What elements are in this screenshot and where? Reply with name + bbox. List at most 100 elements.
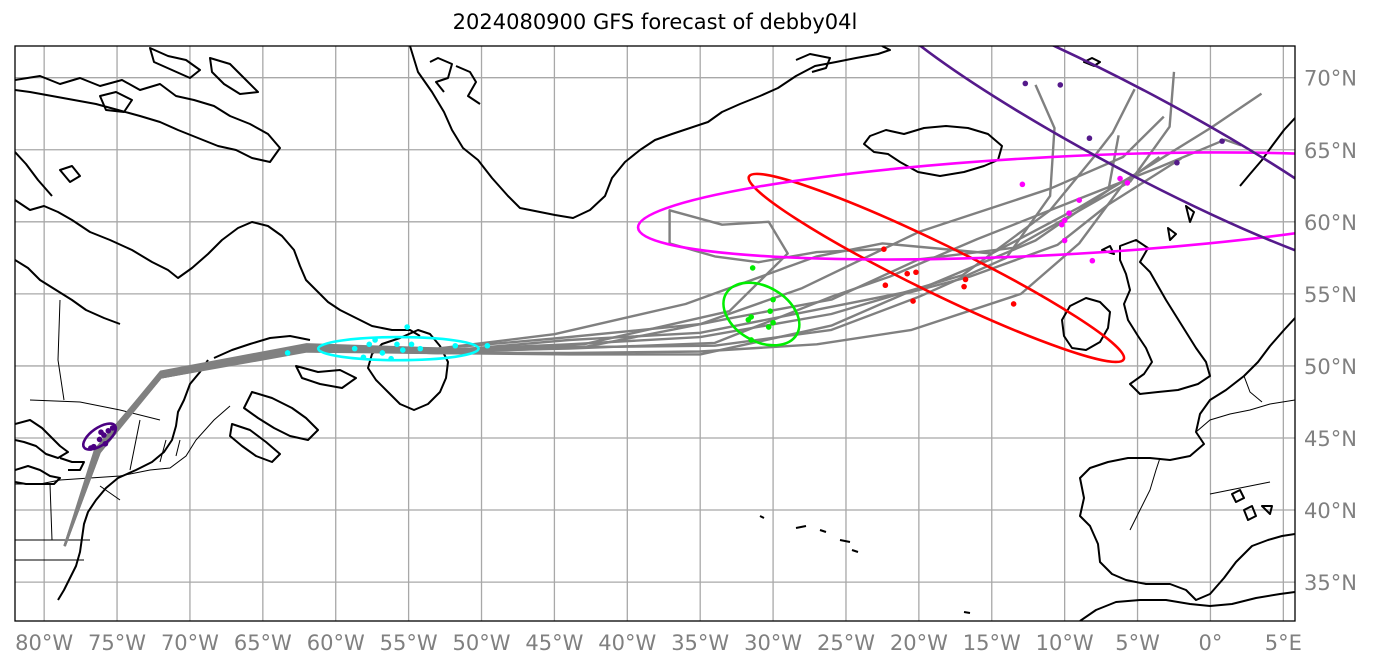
longitude-tick-label: 45°W: [525, 631, 583, 655]
forecast-point: [1022, 80, 1029, 87]
probability-ellipse: [722, 281, 801, 347]
us-east-coastline: [57, 359, 209, 601]
forecast-point: [1174, 159, 1180, 166]
forecast-track-line: [63, 157, 1182, 547]
us-canada-border: [15, 405, 231, 485]
forecast-point: [399, 347, 406, 353]
forecast-point: [417, 345, 424, 352]
forecast-point: [1086, 135, 1093, 142]
iceland-coastline: [863, 125, 1003, 177]
longitude-tick-label: 5°E: [1265, 631, 1302, 655]
forecast-point: [394, 341, 400, 348]
longitude-tick-label: 60°W: [307, 631, 365, 655]
forecast-point: [1066, 210, 1072, 216]
map-title: 2024080900 GFS forecast of debby04l: [452, 10, 858, 34]
longitude-tick-label: 55°W: [380, 631, 438, 655]
st-lawrence-coastline: [213, 335, 311, 359]
latitude-tick-label: 50°N: [1304, 355, 1357, 379]
longitude-tick-label: 35°W: [671, 631, 729, 655]
forecast-point: [408, 341, 415, 348]
forecast-point: [372, 337, 378, 343]
forecast-point: [379, 350, 386, 356]
maritimes-coastline: [229, 365, 357, 463]
baffin-island-coastline: [15, 75, 281, 163]
forecast-point: [105, 427, 112, 434]
forecast-point: [910, 298, 916, 304]
latitude-tick-label: 45°N: [1304, 427, 1357, 451]
state-borders: [15, 299, 181, 561]
longitude-tick-label: 40°W: [598, 631, 656, 655]
forecast-point: [1019, 181, 1026, 188]
longitude-tick-label: 65°W: [234, 631, 292, 655]
azores-coastline: [759, 515, 859, 553]
labrador-coastline: [15, 199, 421, 337]
latitude-tick-label: 60°N: [1304, 211, 1357, 235]
forecast-point: [767, 308, 773, 314]
forecast-point: [770, 319, 776, 326]
forecast-point: [102, 440, 109, 447]
forecast-point: [904, 270, 911, 277]
newfoundland-coastline: [367, 329, 449, 411]
forecast-point: [913, 269, 919, 276]
forecast-point: [452, 342, 459, 349]
forecast-point: [1058, 221, 1065, 228]
continental-europe-coastline: [1079, 317, 1295, 601]
forecast-point: [366, 341, 373, 348]
forecast-point: [1061, 217, 1068, 224]
latitude-tick-label: 65°N: [1304, 139, 1357, 163]
longitude-tick-label: 75°W: [88, 631, 146, 655]
greenland-fjord-coast: [429, 53, 831, 105]
scottish-islands-coastline: [1083, 57, 1195, 255]
forecast-point: [284, 350, 291, 356]
latitude-tick-label: 35°N: [1304, 571, 1357, 595]
probability-ellipse: [316, 335, 480, 362]
longitude-tick-label: 10°W: [1036, 631, 1094, 655]
forecast-point: [1010, 301, 1017, 307]
probability-ellipse: [872, 46, 1295, 276]
hudson-bay-coastline: [15, 151, 121, 325]
forecast-point: [882, 282, 889, 289]
forecast-tracks: [63, 71, 1263, 547]
forecast-points: [88, 80, 1225, 451]
longitude-tick-label: 15°W: [963, 631, 1021, 655]
probability-ellipse: [747, 172, 1126, 364]
forecast-point: [96, 436, 103, 443]
forecast-point: [770, 296, 776, 303]
longitude-tick-label: 25°W: [817, 631, 875, 655]
forecast-point: [404, 324, 410, 330]
forecast-point: [1076, 197, 1083, 203]
longitude-tick-label: 80°W: [15, 631, 73, 655]
forecast-point: [748, 314, 755, 320]
forecast-point: [961, 283, 967, 290]
latitude-tick-labels: 35°N 40°N 45°N 50°N 55°N 60°N 65°N 70°N: [1304, 67, 1357, 595]
probability-ellipses: [81, 46, 1295, 451]
mediterranean-islands-coastline: [1231, 489, 1273, 521]
probability-ellipse: [636, 151, 1295, 261]
forecast-point: [360, 354, 367, 361]
longitude-tick-label: 50°W: [453, 631, 511, 655]
longitude-tick-label: 5°W: [1115, 631, 1160, 655]
forecast-point: [748, 337, 755, 343]
forecast-point: [962, 276, 969, 283]
forecast-point: [881, 246, 887, 252]
forecast-point: [1117, 175, 1123, 182]
forecast-point: [109, 425, 116, 431]
longitude-tick-label: 0°: [1199, 631, 1223, 655]
north-africa-coastline: [1079, 591, 1295, 621]
forecast-point: [388, 355, 394, 362]
coastlines: [15, 46, 1295, 621]
forecast-track-line: [63, 71, 1176, 547]
forecast-point: [765, 324, 772, 330]
forecast-point: [1219, 138, 1225, 144]
forecast-point: [1057, 82, 1064, 88]
arctic-islands-coastline: [59, 47, 259, 183]
latitude-tick-label: 55°N: [1304, 283, 1357, 307]
latitude-tick-label: 70°N: [1304, 67, 1357, 91]
forecast-point: [749, 265, 756, 271]
longitude-tick-label: 20°W: [890, 631, 948, 655]
madeira-coastline: [963, 611, 971, 614]
longitude-tick-labels: 80°W 75°W 70°W 65°W 60°W 55°W 50°W 45°W 40°W 35°W…: [15, 631, 1302, 655]
forecast-point: [1124, 180, 1131, 186]
ireland-coastline: [1061, 297, 1111, 351]
